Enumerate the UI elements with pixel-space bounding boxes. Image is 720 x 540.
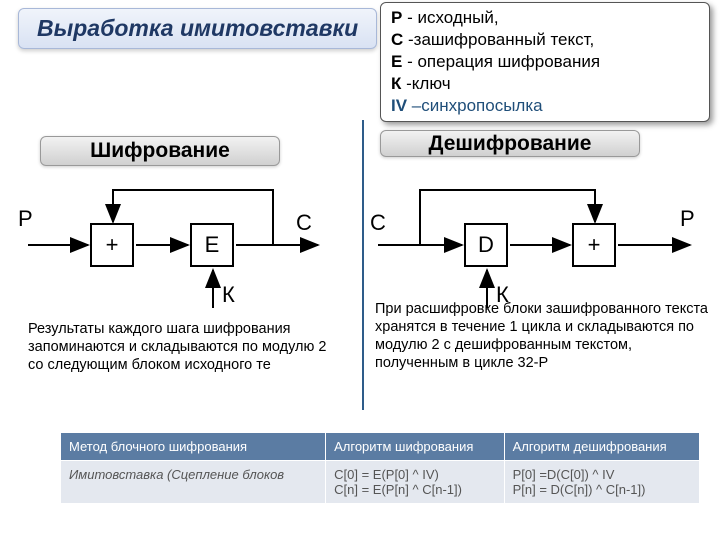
vertical-divider <box>362 120 364 410</box>
table-header-row: Метод блочного шифрования Алгоритм шифро… <box>61 433 700 461</box>
td-dec: P[0] =D(C[0]) ^ IV P[n] = D(C[n]) ^ C[n-… <box>504 461 699 504</box>
title-box: Выработка имитовставки <box>18 8 377 49</box>
decryption-diagram: D + C P К <box>370 170 710 320</box>
legend-row: С -зашифрованный текст, <box>391 29 699 51</box>
legend-row: IV –синхропосылка <box>391 95 699 117</box>
decryption-label: Дешифрование <box>380 130 640 157</box>
xor-box: + <box>90 223 134 267</box>
legend-box: Р - исходный, С -зашифрованный текст, E … <box>380 2 710 122</box>
c-label: C <box>370 210 386 236</box>
e-box: E <box>190 223 234 267</box>
td-method: Имитовставка (Сцепление блоков <box>61 461 326 504</box>
th-enc: Алгоритм шифрования <box>326 433 504 461</box>
encryption-note: Результаты каждого шага шифрования запом… <box>28 320 328 374</box>
encryption-diagram: + E P C К <box>18 170 348 320</box>
table-row: Имитовставка (Сцепление блоков C[0] = E(… <box>61 461 700 504</box>
enc-arrows <box>18 170 348 320</box>
dec-arrows <box>370 170 710 320</box>
d-box: D <box>464 223 508 267</box>
p-label: P <box>18 206 33 232</box>
legend-row: Р - исходный, <box>391 7 699 29</box>
c-label: C <box>296 210 312 236</box>
encryption-label: Шифрование <box>40 136 280 166</box>
algorithm-table: Метод блочного шифрования Алгоритм шифро… <box>60 432 700 504</box>
title-text: Выработка имитовставки <box>37 15 358 41</box>
xor-box: + <box>572 223 616 267</box>
th-method: Метод блочного шифрования <box>61 433 326 461</box>
legend-row: К -ключ <box>391 73 699 95</box>
k-label: К <box>222 282 235 308</box>
p-label: P <box>680 206 695 232</box>
legend-row: E - операция шифрования <box>391 51 699 73</box>
th-dec: Алгоритм дешифрования <box>504 433 699 461</box>
td-enc: C[0] = E(P[0] ^ IV) C[n] = E(P[n] ^ C[n-… <box>326 461 504 504</box>
decryption-note: При расшифровке блоки зашифрованного тек… <box>375 300 715 373</box>
